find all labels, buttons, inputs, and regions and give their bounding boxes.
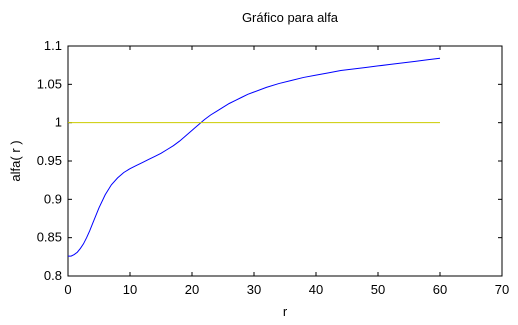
series-layer bbox=[68, 57, 441, 257]
y-tick-label: 0.9 bbox=[44, 191, 62, 206]
x-tick-label: 0 bbox=[64, 282, 71, 297]
x-axis-title: r bbox=[283, 304, 288, 319]
alfa-curve-series bbox=[68, 57, 441, 257]
y-tick-label: 0.8 bbox=[44, 268, 62, 283]
y-tick-label: 1.1 bbox=[44, 38, 62, 53]
y-tick-label: 0.85 bbox=[37, 230, 62, 245]
x-tick-label: 70 bbox=[495, 282, 509, 297]
plot-area bbox=[67, 45, 503, 277]
x-tick-label: 50 bbox=[371, 282, 385, 297]
y-axis-title: alfa( r ) bbox=[8, 140, 23, 181]
x-tick-label: 20 bbox=[185, 282, 199, 297]
chart-title: Gráfico para alfa bbox=[242, 10, 339, 25]
y-tick-label: 1 bbox=[55, 115, 62, 130]
y-axis: 0.8 0.85 0.9 0.95 1 1.05 1.1 bbox=[37, 38, 502, 283]
x-tick-label: 30 bbox=[247, 282, 261, 297]
x-tick-label: 10 bbox=[123, 282, 137, 297]
x-tick-label: 40 bbox=[309, 282, 323, 297]
x-tick-label: 60 bbox=[433, 282, 447, 297]
y-tick-label: 0.95 bbox=[37, 153, 62, 168]
x-axis: 0 10 20 30 40 50 60 70 bbox=[64, 46, 509, 297]
y-tick-label: 1.05 bbox=[37, 76, 62, 91]
